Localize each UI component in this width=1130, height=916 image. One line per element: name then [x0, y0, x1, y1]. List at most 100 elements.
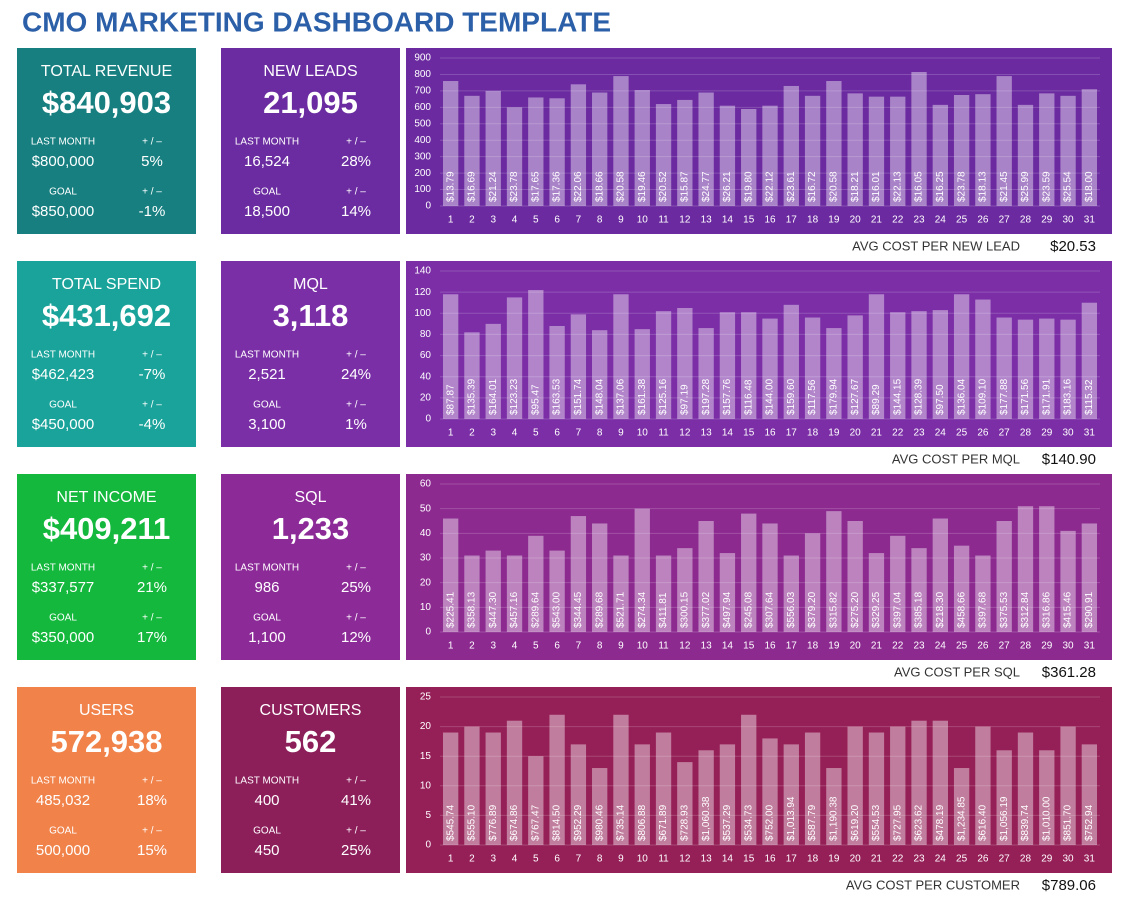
bar — [1060, 530, 1076, 632]
y-tick-label: 5 — [425, 810, 431, 821]
x-tick-label: 21 — [871, 215, 883, 226]
avg-label: AVG COST PER MQL — [892, 451, 1020, 466]
bar — [655, 555, 672, 632]
bar-label: $164.01 — [488, 378, 499, 415]
bar-label: $379.20 — [807, 591, 818, 628]
bar — [485, 732, 501, 845]
y-tick-label: 0 — [425, 627, 431, 638]
bar — [698, 521, 714, 632]
kpi-figure: 450 — [254, 842, 279, 859]
bar — [975, 555, 991, 632]
bar — [698, 92, 714, 206]
bar — [613, 714, 629, 845]
x-tick-label: 14 — [722, 215, 734, 226]
kpi-label: LAST MONTH — [235, 350, 299, 361]
x-tick-label: 7 — [576, 428, 582, 439]
x-tick-label: 15 — [743, 215, 755, 226]
bar — [528, 290, 544, 419]
x-tick-label: 29 — [1041, 641, 1053, 652]
kpi-figure: 14% — [341, 203, 371, 220]
bar — [762, 523, 778, 632]
bar — [911, 71, 927, 206]
x-tick-label: 6 — [554, 641, 560, 652]
kpi-figure: 17% — [137, 629, 167, 646]
bar-label: $980.46 — [594, 804, 605, 841]
bar-label: $136.04 — [956, 378, 967, 415]
bar — [613, 294, 629, 419]
bar-label: $135.39 — [467, 378, 478, 415]
bar — [911, 720, 927, 845]
kpi-figure: -4% — [139, 416, 166, 433]
kpi-label: + / – — [346, 400, 366, 411]
x-tick-label: 23 — [913, 215, 925, 226]
bar-label: $20.58 — [829, 171, 840, 202]
bar-label: $97.50 — [935, 384, 946, 415]
bar — [826, 511, 842, 632]
x-tick-label: 6 — [554, 215, 560, 226]
bar-label: $555.10 — [467, 804, 478, 841]
bar-label: $20.52 — [658, 171, 669, 202]
bar — [719, 553, 736, 632]
y-tick-label: 40 — [420, 371, 432, 382]
kpi-figure: 25% — [341, 579, 371, 596]
x-tick-label: 25 — [956, 428, 968, 439]
y-tick-label: 50 — [420, 503, 432, 514]
bar-label: $397.68 — [978, 591, 989, 628]
x-tick-label: 8 — [597, 428, 603, 439]
x-tick-label: 29 — [1041, 428, 1053, 439]
bar-label: $1,056.19 — [999, 796, 1010, 841]
kpi-figure: 5% — [141, 153, 163, 170]
x-tick-label: 27 — [999, 428, 1011, 439]
bar — [975, 726, 991, 845]
bar — [655, 104, 672, 206]
bar — [953, 95, 970, 206]
bar — [1039, 750, 1055, 845]
x-tick-label: 25 — [956, 215, 968, 226]
kpi-card — [221, 687, 400, 873]
bar — [890, 535, 906, 632]
kpi-figure: 21% — [137, 579, 167, 596]
x-tick-label: 13 — [701, 854, 713, 865]
x-tick-label: 30 — [1063, 641, 1075, 652]
bar — [506, 297, 523, 419]
bar — [506, 555, 523, 632]
y-tick-label: 25 — [420, 692, 432, 703]
bar-label: $109.10 — [978, 378, 989, 415]
bar — [634, 90, 650, 206]
x-tick-label: 14 — [722, 641, 734, 652]
x-tick-label: 3 — [490, 428, 496, 439]
y-tick-label: 100 — [414, 184, 431, 195]
bar-label: $1,234.85 — [956, 796, 967, 841]
bar-label: $117.56 — [807, 379, 818, 415]
y-tick-label: 400 — [414, 135, 431, 146]
y-tick-label: 140 — [414, 266, 431, 277]
bar — [592, 768, 608, 845]
x-tick-label: 3 — [490, 854, 496, 865]
y-tick-label: 30 — [420, 553, 432, 564]
bar — [783, 85, 799, 206]
bar-label: $375.53 — [999, 591, 1010, 628]
bar-label: $19.46 — [637, 171, 648, 202]
bar — [592, 92, 608, 206]
bar — [485, 323, 501, 419]
x-tick-label: 28 — [1020, 641, 1032, 652]
bar — [1039, 318, 1055, 419]
bar — [741, 108, 757, 206]
x-tick-label: 12 — [679, 854, 691, 865]
kpi-figure: 15% — [137, 842, 167, 859]
x-tick-label: 2 — [469, 854, 475, 865]
bar — [847, 726, 863, 845]
bar — [847, 93, 863, 206]
bar — [549, 550, 565, 632]
x-tick-label: 25 — [956, 641, 968, 652]
bar-label: $115.32 — [1084, 379, 1095, 415]
kpi-value: 562 — [285, 724, 337, 759]
bar — [804, 95, 821, 206]
bar-label: $25.99 — [1020, 171, 1031, 202]
bar-label: $537.29 — [722, 804, 733, 841]
bar-label: $171.91 — [1041, 378, 1052, 415]
bar — [762, 738, 778, 845]
bar-label: $26.21 — [722, 171, 733, 202]
bar-label: $458.66 — [956, 591, 967, 628]
bar-label: $728.93 — [679, 804, 690, 841]
